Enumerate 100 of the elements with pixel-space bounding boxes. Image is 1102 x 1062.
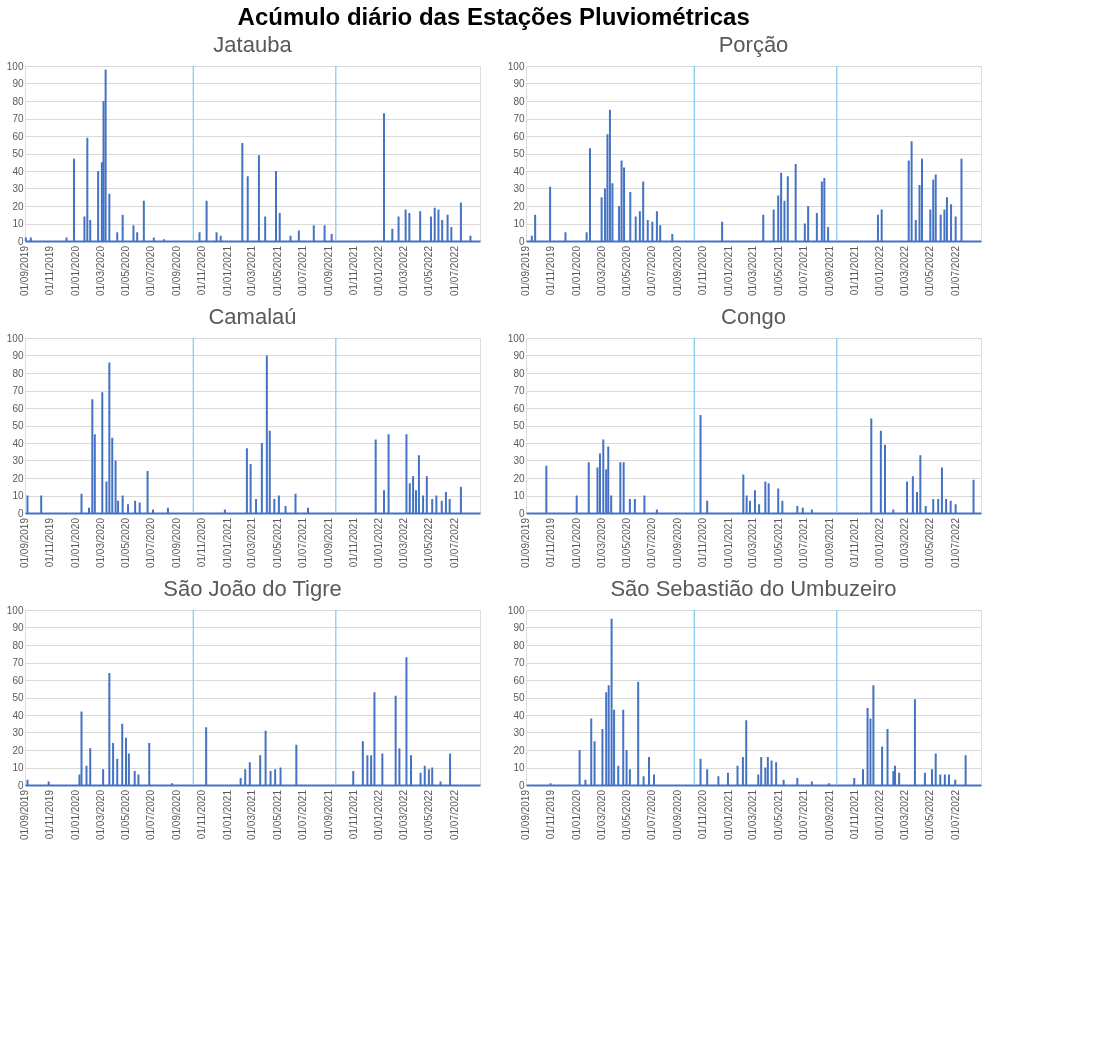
x-tick-label: 01/03/2020 — [595, 245, 607, 297]
x-tick-label: 01/05/2021 — [271, 517, 283, 569]
x-tick-label: 01/09/2020 — [171, 789, 183, 841]
x-tick-label: 01/11/2021 — [348, 245, 360, 296]
x-tick-label: 01/09/2019 — [19, 789, 30, 841]
y-tick-label: 50 — [513, 692, 525, 703]
x-tick-label: 01/11/2019 — [545, 789, 557, 840]
x-tick-label: 01/11/2020 — [196, 245, 208, 296]
x-tick-label: 01/03/2021 — [747, 517, 759, 569]
chart-title: Jatauba — [213, 32, 293, 57]
x-tick-label: 01/09/2020 — [672, 517, 684, 569]
x-tick-label: 01/09/2020 — [672, 789, 684, 841]
x-tick-label: 01/09/2021 — [823, 517, 835, 569]
y-tick-label: 100 — [507, 332, 525, 344]
y-tick-label: 40 — [513, 165, 525, 177]
y-tick-label: 0 — [17, 779, 24, 791]
x-tick-label: 01/03/2022 — [397, 517, 409, 569]
x-tick-label: 01/01/2022 — [874, 789, 886, 841]
y-tick-label: 80 — [12, 367, 24, 379]
x-tick-label: 01/07/2020 — [646, 245, 658, 297]
x-tick-label: 01/07/2022 — [448, 517, 460, 569]
x-tick-label: 01/11/2019 — [44, 789, 56, 840]
x-tick-label: 01/01/2021 — [722, 517, 734, 569]
x-tick-label: 01/11/2021 — [348, 517, 360, 568]
x-tick-label: 01/03/2021 — [246, 789, 258, 841]
x-tick-label: 01/11/2020 — [196, 517, 208, 568]
x-tick-label: 01/05/2020 — [119, 517, 131, 569]
x-tick-label: 01/11/2021 — [849, 517, 861, 568]
y-tick-label: 50 — [12, 148, 24, 159]
y-tick-label: 90 — [513, 350, 525, 361]
x-tick-label: 01/11/2019 — [44, 517, 56, 568]
y-tick-label: 60 — [12, 130, 24, 142]
y-tick-label: 100 — [507, 604, 525, 616]
x-tick-label: 01/01/2022 — [373, 245, 385, 297]
x-tick-label: 01/11/2020 — [196, 789, 208, 840]
x-tick-label: 01/03/2022 — [898, 517, 910, 569]
y-tick-label: 30 — [12, 183, 24, 194]
y-tick-label: 10 — [12, 218, 24, 229]
x-tick-label: 01/07/2020 — [145, 789, 157, 841]
y-tick-label: 50 — [12, 692, 24, 703]
y-tick-label: 10 — [513, 218, 525, 229]
y-tick-label: 20 — [513, 200, 525, 212]
x-tick-label: 01/05/2020 — [119, 245, 131, 297]
y-tick-label: 90 — [12, 78, 24, 89]
x-tick-label: 01/09/2019 — [19, 245, 30, 297]
x-tick-label: 01/05/2020 — [620, 245, 632, 297]
y-tick-label: 70 — [12, 657, 24, 668]
y-tick-label: 50 — [513, 420, 525, 431]
x-tick-label: 01/03/2020 — [595, 789, 607, 841]
x-tick-label: 01/07/2021 — [296, 245, 308, 297]
x-tick-label: 01/11/2019 — [545, 517, 557, 568]
x-tick-label: 01/03/2021 — [246, 245, 258, 297]
x-tick-label: 01/11/2019 — [44, 245, 56, 296]
x-tick-label: 01/07/2020 — [145, 517, 157, 569]
y-tick-label: 80 — [513, 639, 525, 651]
x-tick-label: 01/07/2021 — [797, 245, 809, 297]
x-tick-label: 01/09/2021 — [823, 245, 835, 297]
y-tick-label: 80 — [12, 639, 24, 651]
x-tick-label: 01/05/2021 — [772, 517, 784, 569]
y-tick-label: 20 — [12, 744, 24, 756]
y-tick-label: 20 — [513, 744, 525, 756]
x-tick-label: 01/03/2022 — [898, 245, 910, 297]
x-tick-label: 01/01/2022 — [373, 789, 385, 841]
x-tick-label: 01/01/2022 — [373, 517, 385, 569]
x-tick-label: 01/01/2020 — [69, 789, 81, 841]
y-tick-label: 20 — [513, 472, 525, 484]
x-tick-label: 01/01/2020 — [69, 245, 81, 297]
x-tick-label: 01/01/2021 — [221, 517, 233, 569]
x-tick-label: 01/05/2022 — [924, 245, 936, 297]
x-tick-label: 01/07/2022 — [448, 789, 460, 841]
x-tick-label: 01/09/2021 — [322, 789, 334, 841]
x-tick-label: 01/05/2021 — [271, 245, 283, 297]
chart-title: Porção — [718, 32, 789, 57]
y-tick-label: 50 — [12, 420, 24, 431]
x-tick-label: 01/07/2021 — [797, 789, 809, 841]
x-tick-label: 01/07/2022 — [949, 245, 961, 297]
x-tick-label: 01/03/2022 — [397, 245, 409, 297]
y-tick-label: 60 — [513, 674, 525, 686]
x-tick-label: 01/07/2021 — [797, 517, 809, 569]
y-tick-label: 30 — [12, 727, 24, 738]
y-tick-label: 0 — [518, 235, 525, 247]
y-tick-label: 100 — [6, 604, 24, 616]
x-tick-label: 01/03/2020 — [595, 517, 607, 569]
y-tick-label: 30 — [513, 455, 525, 466]
x-tick-label: 01/11/2021 — [849, 245, 861, 296]
x-tick-label: 01/11/2019 — [545, 245, 557, 296]
y-tick-label: 90 — [12, 350, 24, 361]
y-tick-label: 20 — [12, 200, 24, 212]
y-tick-label: 100 — [507, 60, 525, 72]
chart-title: Camalaú — [208, 304, 297, 329]
x-tick-label: 01/03/2021 — [747, 789, 759, 841]
x-tick-label: 01/11/2020 — [697, 517, 709, 568]
y-tick-label: 100 — [6, 332, 24, 344]
x-tick-label: 01/05/2022 — [924, 517, 936, 569]
x-tick-label: 01/07/2021 — [296, 517, 308, 569]
x-tick-label: 01/09/2021 — [823, 789, 835, 841]
x-tick-label: 01/01/2022 — [874, 517, 886, 569]
x-tick-label: 01/05/2020 — [620, 517, 632, 569]
y-tick-label: 80 — [513, 95, 525, 107]
x-tick-label: 01/07/2022 — [949, 789, 961, 841]
